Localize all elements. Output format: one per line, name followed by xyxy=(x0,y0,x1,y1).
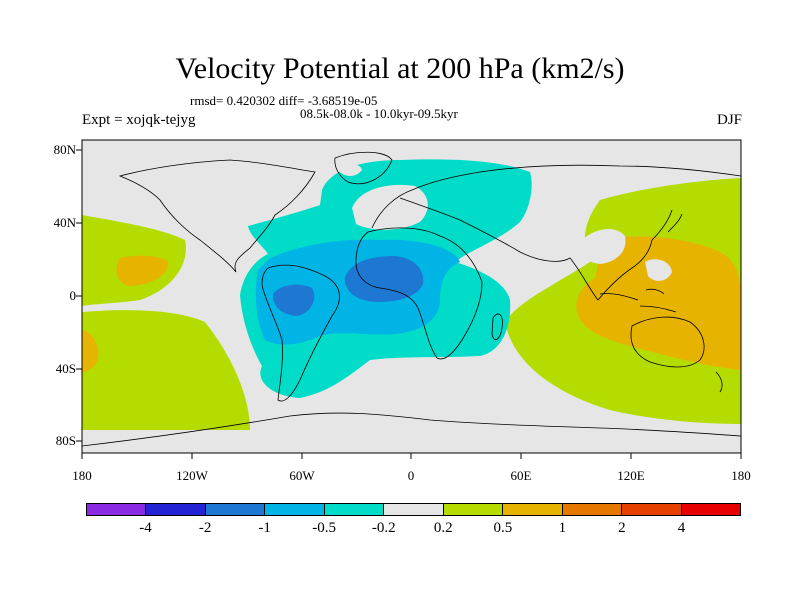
contour-north-atlantic-neutral xyxy=(338,164,362,176)
colorbar-label: 4 xyxy=(677,520,686,536)
contour-south-pacific-lime xyxy=(82,310,250,430)
axis-ticks xyxy=(76,149,742,459)
coast-antarctica xyxy=(82,412,741,447)
colorbar-label: 0.5 xyxy=(493,520,513,536)
colorbar-swatch xyxy=(681,504,740,515)
colorbar-label: -0.5 xyxy=(312,520,337,536)
experiment-label: Expt = xojqk-tejyg xyxy=(82,112,196,128)
x-tick-label: 180 xyxy=(72,468,92,483)
coast-indonesia xyxy=(599,288,677,313)
chart-title: Velocity Potential at 200 hPa (km2/s) xyxy=(175,52,625,85)
contour-africa-blue xyxy=(344,256,424,302)
colorbar-swatch xyxy=(87,504,147,515)
colorbar-label: -4 xyxy=(139,520,152,536)
x-tick-label: 120W xyxy=(176,468,208,483)
colorbar xyxy=(86,503,741,516)
contour-amazon-blue xyxy=(272,284,315,316)
coast-africa xyxy=(355,227,483,360)
coast-eurasia xyxy=(371,164,741,301)
colorbar-label: -0.2 xyxy=(371,520,396,536)
coast-south-america xyxy=(261,264,340,402)
x-tick-label: 60W xyxy=(289,468,315,483)
contour-asia-neutral xyxy=(577,229,626,264)
contour-philippine-neutral xyxy=(645,259,672,281)
y-tick-label: 40S xyxy=(55,361,76,376)
colorbar-label: 0.2 xyxy=(433,520,453,536)
colorbar-swatch xyxy=(622,504,682,515)
coast-new-zealand xyxy=(715,371,723,393)
contour-pacific-orange xyxy=(116,255,169,286)
contour-europe-neutral xyxy=(352,184,428,230)
coast-australia xyxy=(630,316,705,368)
coast-greenland xyxy=(334,151,393,185)
stats-line: rmsd= 0.420302 diff= -3.68519e-05 xyxy=(190,93,378,108)
colorbar-swatch xyxy=(443,504,504,515)
contour-maritime-orange xyxy=(576,236,741,370)
x-tick-label: 0 xyxy=(407,468,415,483)
colorbar-label: -1 xyxy=(258,520,271,536)
colorbar-swatch xyxy=(324,504,385,515)
colorbar-label: 1 xyxy=(558,520,567,536)
coast-north-america xyxy=(118,159,316,273)
colorbar-label: 2 xyxy=(618,520,626,536)
coastlines xyxy=(82,151,741,447)
colorbar-swatch xyxy=(503,504,563,515)
x-tick-label: 60E xyxy=(510,468,532,483)
y-tick-label: 80N xyxy=(53,142,76,157)
y-tick-label: 80S xyxy=(55,433,76,448)
colorbar-swatch xyxy=(205,504,266,515)
coast-madagascar xyxy=(491,313,503,341)
colorbar-label: -2 xyxy=(198,520,212,536)
colorbar-swatch xyxy=(562,504,623,515)
y-tick-label: 0 xyxy=(69,288,77,303)
contour-southwest-orange xyxy=(82,330,99,372)
x-tick-label: 180 xyxy=(731,468,751,483)
period-line: 08.5k-08.0k - 10.0kyr-09.5kyr xyxy=(300,106,458,121)
colorbar-swatch xyxy=(146,504,206,515)
x-tick-label: 120E xyxy=(617,468,645,483)
colorbar-swatch xyxy=(384,504,444,515)
season-label: DJF xyxy=(716,112,742,128)
coast-japan xyxy=(667,213,683,233)
colorbar-swatch xyxy=(265,504,325,515)
y-tick-label: 40N xyxy=(53,215,76,230)
